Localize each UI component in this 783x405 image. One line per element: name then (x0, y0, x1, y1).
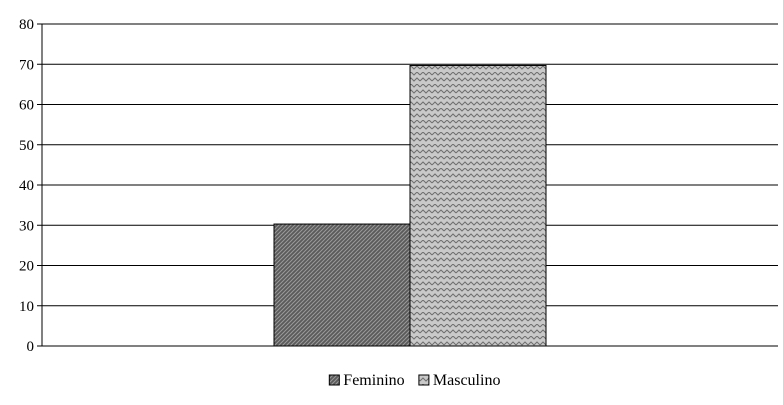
y-tick-label-50: 50 (19, 138, 34, 154)
y-tick-label-20: 20 (19, 259, 34, 275)
legend-label-feminino: Feminino (343, 372, 404, 389)
legend-label-masculino: Masculino (433, 372, 501, 389)
bar-masculino (409, 64, 547, 347)
legend-swatch-masculino (418, 374, 430, 386)
y-tick-label-40: 40 (19, 178, 34, 194)
y-tick-label-60: 60 (19, 98, 34, 114)
bars (273, 64, 547, 347)
y-tick-label-10: 10 (19, 299, 34, 315)
y-tick-label-30: 30 (19, 218, 34, 234)
y-tick-label-0: 0 (27, 339, 35, 355)
legend-swatch-feminino (328, 374, 340, 386)
legend: Feminino Masculino (328, 372, 501, 389)
y-tick-label-70: 70 (19, 57, 34, 73)
bar-feminino (273, 223, 411, 347)
y-tick-label-80: 80 (19, 17, 34, 33)
